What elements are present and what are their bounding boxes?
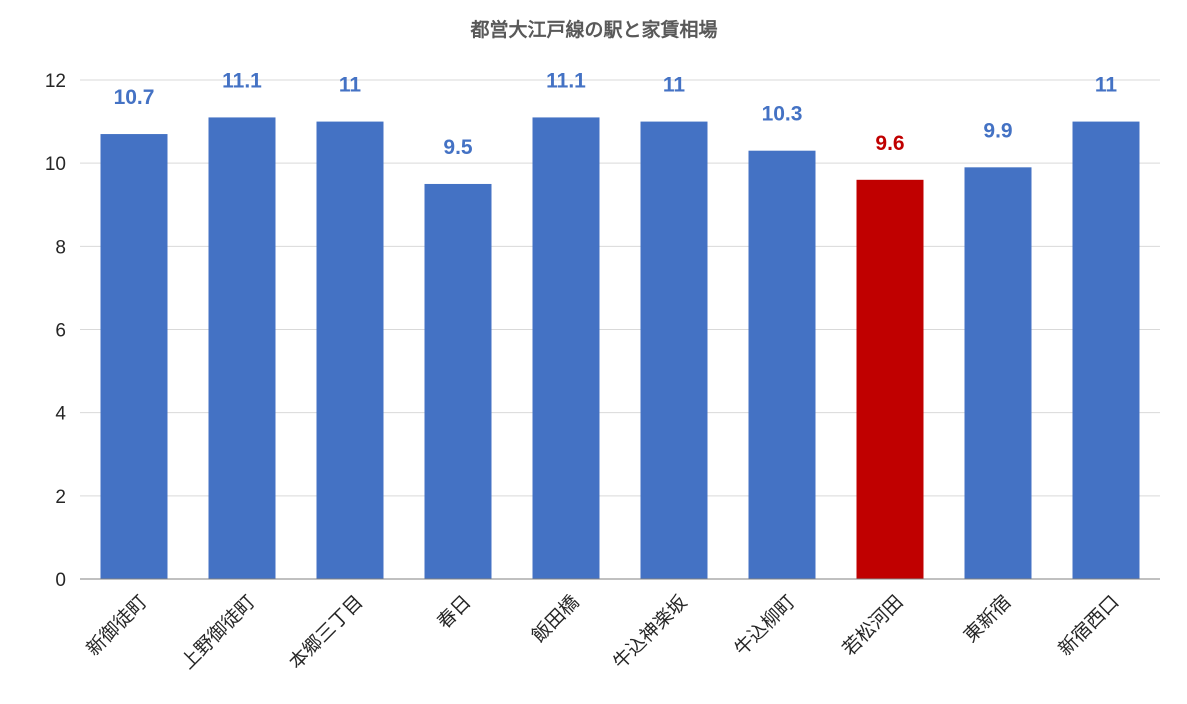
category-label: 牛込神楽坂: [609, 591, 692, 674]
category-label: 春日: [433, 591, 475, 633]
category-label: 新御徒町: [82, 591, 151, 660]
bar-2: [208, 117, 276, 580]
data-label: 11: [1095, 74, 1118, 97]
y-tick-label: 6: [55, 321, 66, 342]
data-labels: 10.7 11.1 11 9.5 11.1 11 10.3 9.6 9.9 11: [114, 69, 1118, 159]
bar-4: [424, 183, 492, 580]
category-label: 若松河田: [838, 591, 907, 660]
category-label: 牛込柳町: [730, 591, 799, 660]
bar-5: [532, 117, 600, 580]
bar-8: [856, 179, 924, 580]
category-label: 東新宿: [960, 591, 1016, 647]
x-axis-categories: 新御徒町 上野御徒町 本郷三丁目 春日 飯田橋 牛込神楽坂 牛込柳町 若松河田 東新宿 新宿西口: [82, 591, 1123, 674]
y-axis-ticks: 0 2 4 6 8 10 12: [45, 71, 67, 591]
y-tick-label: 4: [55, 404, 66, 425]
data-label: 9.9: [983, 119, 1012, 142]
bar-6: [640, 121, 708, 579]
category-label: 飯田橋: [528, 591, 584, 647]
data-label: 11: [663, 74, 686, 97]
y-tick-label: 10: [45, 154, 66, 175]
y-tick-label: 12: [45, 71, 66, 92]
data-label: 9.5: [443, 136, 473, 159]
y-tick-label: 8: [55, 237, 66, 258]
data-label: 11.1: [546, 69, 586, 92]
data-label: 11: [339, 74, 362, 97]
y-tick-label: 0: [55, 570, 66, 591]
data-label: 10.7: [114, 86, 155, 109]
bar-9: [964, 167, 1032, 579]
category-label: 本郷三丁目: [285, 591, 368, 674]
y-tick-label: 2: [55, 487, 66, 508]
data-label: 9.6: [875, 132, 904, 155]
chart-title: 都営大江戸線の駅と家賃相場: [469, 18, 717, 41]
bar-3: [316, 121, 384, 579]
data-label: 11.1: [222, 69, 262, 92]
category-label: 新宿西口: [1054, 591, 1123, 660]
bar-1: [100, 134, 168, 579]
bar-7: [748, 150, 816, 580]
bars: [100, 117, 1140, 580]
data-label: 10.3: [762, 103, 803, 126]
category-label: 上野御徒町: [177, 591, 260, 674]
bar-10: [1072, 121, 1140, 579]
